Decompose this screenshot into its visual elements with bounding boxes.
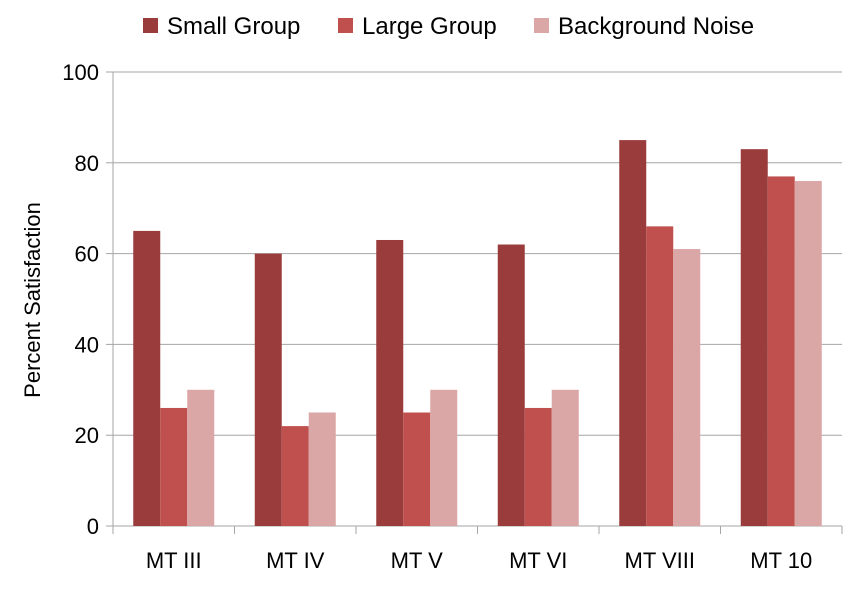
bar (430, 389, 458, 526)
x-tick-label: MT V (391, 548, 443, 573)
bar (497, 244, 525, 526)
legend-swatch (143, 18, 158, 33)
y-tick-labels: 0 20 40 60 80 100 (62, 60, 99, 539)
bar (403, 412, 431, 526)
y-tick-label: 80 (75, 151, 99, 176)
legend-label: Background Noise (558, 13, 754, 40)
legend-label: Small Group (167, 13, 300, 40)
bar (619, 140, 647, 526)
bar (133, 230, 161, 526)
bar (376, 239, 404, 527)
x-tick-label: MT VIII (625, 548, 696, 573)
legend-item: Small Group (143, 13, 300, 40)
bars (133, 140, 822, 527)
bar (308, 412, 336, 526)
bar (740, 149, 768, 526)
y-tick-label: 0 (87, 514, 99, 539)
y-tick-label: 60 (75, 242, 99, 267)
y-axis-label: Percent Satisfaction (20, 202, 45, 398)
y-tick-label: 40 (75, 332, 99, 357)
bar (524, 407, 552, 526)
gridlines (113, 71, 842, 436)
bar (160, 407, 188, 526)
y-tick-label: 100 (62, 60, 99, 85)
x-tick-label: MT VI (509, 548, 567, 573)
legend-item: Large Group (338, 13, 497, 40)
x-tick-label: MT III (146, 548, 202, 573)
legend-swatch (534, 18, 549, 33)
bar (673, 249, 701, 526)
y-tick-label: 20 (75, 423, 99, 448)
bar (646, 226, 674, 527)
x-tick-label: MT 10 (750, 548, 812, 573)
bar (794, 180, 822, 526)
legend-label: Large Group (362, 13, 497, 40)
legend-item: Background Noise (534, 13, 754, 40)
x-tick-labels: MT III MT IV MT V MT VI MT VIII MT 10 (146, 548, 812, 573)
bar (254, 253, 282, 526)
bar (767, 176, 795, 527)
bar (187, 389, 215, 526)
bar (551, 389, 579, 526)
axes (106, 71, 843, 534)
x-tick-label: MT IV (266, 548, 325, 573)
bar (281, 426, 309, 526)
legend: Small Group Large Group Background Noise (143, 13, 754, 40)
legend-swatch (338, 18, 353, 33)
